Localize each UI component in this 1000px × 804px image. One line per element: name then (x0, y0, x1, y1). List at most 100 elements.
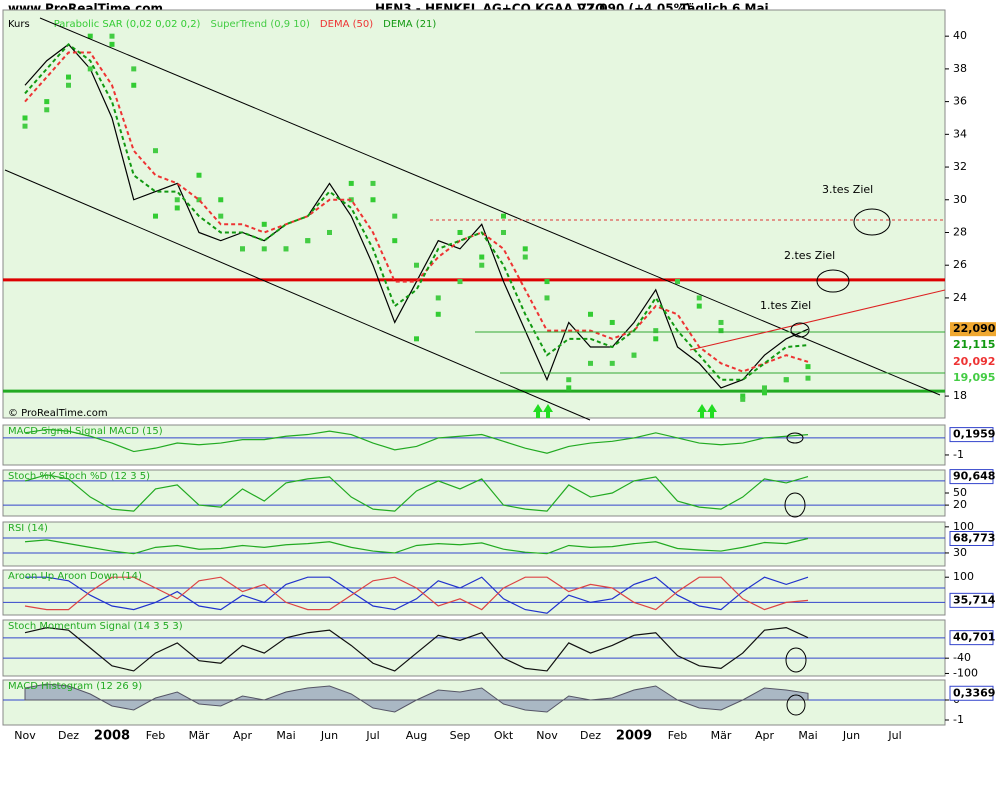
marker (22, 123, 28, 129)
y-tick-label: 20 (953, 498, 967, 511)
marker (435, 311, 441, 317)
marker (348, 180, 354, 186)
marker (392, 213, 398, 219)
value-box (950, 371, 996, 386)
value-box (949, 530, 994, 546)
x-tick-label: Dez (580, 729, 601, 742)
y-tick-label: 30 (953, 193, 967, 206)
marker (66, 82, 71, 88)
line (24, 627, 809, 672)
value-box (949, 592, 994, 608)
marker (740, 393, 746, 399)
x-tick-label: Okt (494, 729, 514, 742)
marker (762, 385, 767, 391)
marker (196, 197, 202, 203)
marker (283, 246, 289, 252)
x-tick-label: Mai (276, 729, 295, 742)
marker (805, 364, 811, 370)
marker (109, 33, 115, 39)
marker (153, 148, 158, 154)
line (24, 474, 809, 512)
x-tick-label: Apr (755, 729, 775, 742)
marker (218, 197, 224, 203)
value-box (949, 469, 994, 485)
x-tick-label: 2009 (616, 729, 652, 744)
legend-entry: SuperTrend (0,9 10) (210, 19, 310, 30)
last-value: 90,648 (953, 470, 995, 483)
marker (566, 377, 572, 383)
y-tick-label: -1 (953, 713, 964, 726)
marker (566, 385, 572, 391)
x-tick-label: Jul (887, 729, 901, 742)
marker (66, 74, 71, 80)
marker (457, 229, 463, 235)
marker (131, 82, 137, 88)
marker (261, 221, 267, 227)
x-tick-label: Aug (406, 729, 427, 742)
marker (327, 229, 332, 235)
x-tick-label: Dez (58, 729, 79, 742)
annotation: 3.tes Ziel (822, 183, 873, 196)
marker (240, 246, 245, 252)
last-value: 68,773 (953, 531, 995, 544)
marker (609, 319, 615, 325)
marker (696, 303, 702, 309)
x-tick-label: Jun (842, 729, 860, 742)
marker (87, 66, 93, 72)
x-tick-label: Feb (146, 729, 165, 742)
plot-area (2, 9, 946, 419)
y-tick-label: 100 (953, 520, 974, 533)
last-value: 20,092 (953, 355, 995, 368)
line (24, 537, 809, 555)
marker (153, 213, 158, 219)
marker (44, 99, 50, 105)
marker (174, 205, 180, 211)
plot-area (2, 679, 946, 726)
value-box (949, 630, 994, 646)
panel-title: MACD Signal Signal MACD (15) (8, 426, 163, 437)
y-tick-label: 38 (953, 62, 967, 75)
legend-entry: DEMA (21) (383, 19, 436, 30)
x-tick-label: Nov (536, 729, 558, 742)
marker (588, 360, 593, 366)
y-tick-label: 36 (953, 95, 967, 108)
marker (305, 238, 311, 244)
area (24, 683, 809, 713)
marker (435, 295, 441, 301)
y-tick-label: -100 (953, 666, 978, 679)
panel-title: Stoch %K Stoch %D (12 3 5) (8, 471, 150, 482)
legend-entry: Kurs (8, 19, 30, 30)
marker (588, 311, 593, 317)
marker (696, 295, 702, 301)
line (24, 43, 809, 389)
y-tick-label: 24 (953, 291, 967, 304)
marker (609, 360, 615, 366)
x-tick-label: Mär (711, 729, 732, 742)
x-tick-label: Mai (798, 729, 817, 742)
watermark: © ProRealTime.com (8, 408, 108, 419)
y-tick-label: 34 (953, 127, 967, 140)
value-box (949, 685, 994, 701)
marker (22, 115, 28, 121)
x-tick-label: Jun (320, 729, 338, 742)
y-tick-label: -1 (953, 448, 964, 461)
legend-entry: Parabolic SAR (0,02 0,02 0,2) (54, 19, 201, 30)
marker (392, 238, 398, 244)
marker (522, 246, 528, 252)
marker (675, 279, 680, 285)
marker (501, 229, 506, 235)
last-value: 40,701 (953, 631, 995, 644)
x-tick-label: 2008 (94, 729, 130, 744)
line (25, 576, 809, 614)
marker (370, 197, 376, 203)
panel-title: RSI (14) (8, 523, 48, 534)
last-value: 0,3369 (953, 686, 995, 699)
marker (762, 390, 767, 396)
line (24, 428, 809, 454)
panel-title: MACD Histogram (12 26 9) (8, 681, 142, 692)
marker (653, 328, 659, 334)
marker (653, 336, 659, 342)
plots: 18 24 26 28 30 32 34 36 38 40 22,090 Kurs Parabolic … (2, 9, 996, 744)
marker (783, 377, 789, 383)
legend-entry: DEMA (50) (320, 19, 373, 30)
